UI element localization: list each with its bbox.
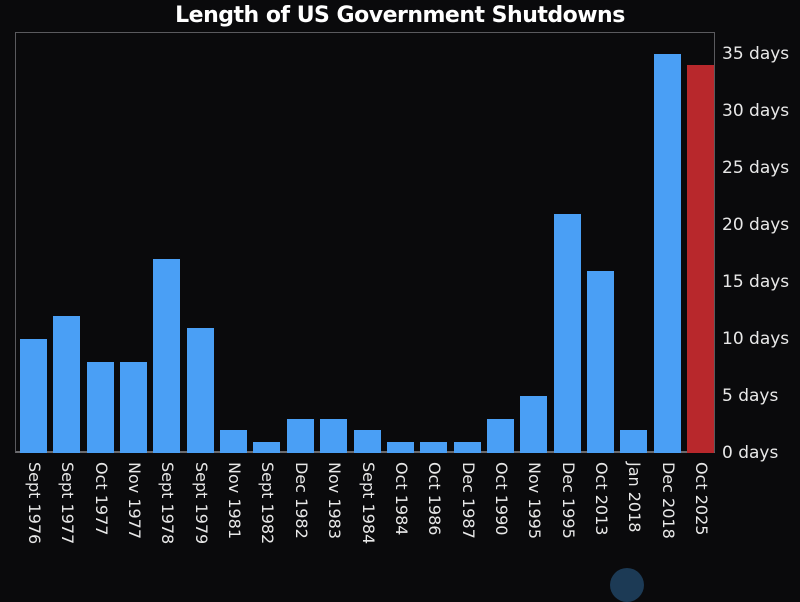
y-tick-label: 30 days <box>722 101 790 121</box>
y-tick-label: 35 days <box>722 44 790 64</box>
bar-sept-1979 <box>186 327 214 453</box>
x-tick-label: Oct 1990 <box>491 462 511 536</box>
x-tick-label: Sept 1984 <box>358 462 378 545</box>
bar-oct-1984 <box>386 441 414 453</box>
x-tick-label: Oct 1986 <box>425 462 445 536</box>
y-tick-label: 15 days <box>722 272 790 292</box>
chart-title: Length of US Government Shutdowns <box>175 3 625 28</box>
y-tick-label: 0 days <box>722 443 779 463</box>
x-tick-label: Dec 1995 <box>558 462 578 539</box>
x-tick-label: Sept 1977 <box>58 462 78 545</box>
partial-circle-icon <box>610 568 644 602</box>
x-tick-label: Dec 1982 <box>291 462 311 539</box>
bar-dec-2018 <box>653 54 681 453</box>
bar-oct-1990 <box>486 418 514 453</box>
bar-oct-1977 <box>86 361 114 453</box>
bar-sept-1978 <box>153 259 181 453</box>
x-tick-label: Dec 2018 <box>658 462 678 539</box>
x-tick-label: Oct 1977 <box>91 462 111 536</box>
bar-oct-1986 <box>420 441 448 453</box>
bar-oct-2013 <box>586 270 614 453</box>
bar-area <box>16 32 714 453</box>
x-tick-label: Sept 1979 <box>191 462 211 545</box>
bar-nov-1981 <box>220 430 248 453</box>
bar-sept-1982 <box>253 441 281 453</box>
x-tick-label: Oct 2013 <box>591 462 611 536</box>
bar-nov-1995 <box>520 396 548 453</box>
bar-oct-2025 <box>687 65 714 453</box>
bar-sept-1976 <box>20 339 47 453</box>
x-tick-label: Oct 2025 <box>692 462 711 536</box>
y-tick-label: 25 days <box>722 158 790 178</box>
y-tick-label: 20 days <box>722 215 790 235</box>
x-tick-label: Sept 1982 <box>258 462 278 545</box>
bar-dec-1995 <box>553 213 581 453</box>
x-tick-label: Sept 1978 <box>158 462 178 545</box>
x-tick-label: Nov 1995 <box>525 462 545 540</box>
x-tick-label: Jan 2018 <box>625 462 645 533</box>
x-tick-label: Nov 1977 <box>125 462 145 540</box>
bar-nov-1977 <box>120 361 148 453</box>
x-tick-label: Dec 1987 <box>458 462 478 539</box>
bar-dec-1987 <box>453 441 481 453</box>
x-tick-label: Nov 1983 <box>325 462 345 540</box>
bar-sept-1977 <box>53 316 81 453</box>
x-tick-label: Nov 1981 <box>225 462 245 540</box>
bar-nov-1983 <box>320 418 348 453</box>
bar-jan-2018 <box>620 430 648 453</box>
bar-sept-1984 <box>353 430 381 453</box>
x-tick-label: Oct 1984 <box>391 462 411 536</box>
y-tick-label: 5 days <box>722 386 779 406</box>
bar-dec-1982 <box>286 418 314 453</box>
y-tick-label: 10 days <box>722 329 790 349</box>
x-tick-label: Sept 1976 <box>25 462 44 545</box>
